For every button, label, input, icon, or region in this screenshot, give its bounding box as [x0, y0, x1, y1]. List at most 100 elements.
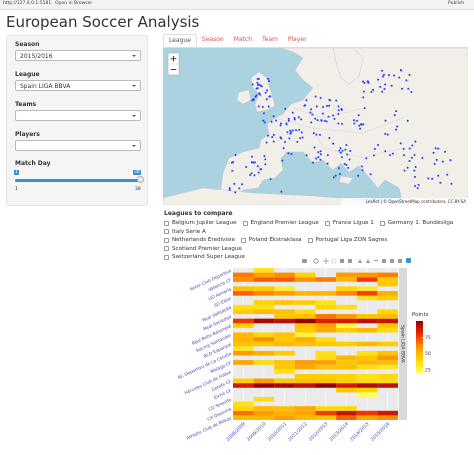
tool-reset-axes[interactable]: [398, 259, 402, 263]
tab[interactable]: Team: [262, 36, 278, 43]
heat-cell: [274, 286, 295, 292]
match-marker: [281, 159, 284, 162]
match-marker: [406, 119, 409, 122]
match-marker: [384, 83, 387, 86]
heat-cell: [253, 337, 275, 342]
tool-select[interactable]: [331, 258, 337, 264]
match-marker: [434, 147, 437, 150]
heat-cell: [274, 291, 295, 296]
players-select[interactable]: [15, 140, 141, 151]
league-checkbox[interactable]: England Premier League: [242, 219, 319, 228]
tab[interactable]: Match: [233, 36, 253, 43]
league-checkbox[interactable]: Italy Serie A: [164, 228, 206, 237]
tool-zoom[interactable]: [313, 258, 319, 264]
heat-cell: [233, 360, 254, 365]
heat-cell: [315, 406, 337, 411]
heat-cell: [274, 332, 295, 338]
league-select[interactable]: Spain LIGA BBVA: [15, 80, 141, 91]
heat-cell: [294, 327, 316, 333]
tab[interactable]: League: [163, 34, 197, 47]
heat-cell: [274, 360, 295, 365]
heat-cell: [274, 406, 295, 411]
heat-cell: [253, 383, 275, 388]
heat-cell: [294, 332, 316, 338]
match-marker: [317, 151, 320, 154]
heat-cell: [274, 337, 295, 342]
open-in-browser[interactable]: Open in Browser: [55, 1, 93, 6]
tool-hover[interactable]: [382, 259, 386, 263]
heat-cell: [336, 341, 357, 347]
tool-compare[interactable]: [390, 259, 394, 263]
match-marker: [266, 89, 269, 92]
tool-zoom-in[interactable]: [340, 259, 344, 263]
slider-track[interactable]: [15, 179, 141, 182]
heat-cell: [274, 314, 295, 319]
match-marker: [280, 190, 283, 193]
zoom-in[interactable]: +: [170, 55, 178, 65]
teams-select[interactable]: [15, 110, 141, 121]
heat-cell: [336, 387, 357, 393]
tool-plotly[interactable]: [406, 258, 411, 263]
heat-cell: [356, 314, 378, 319]
league-checkbox[interactable]: Belgium Jupiler League: [164, 219, 237, 228]
league-checkbox[interactable]: Switzerland Super League: [164, 253, 245, 262]
league-checkbox[interactable]: Portugal Liga ZON Sagres: [307, 236, 387, 245]
tool-autoscale[interactable]: [358, 259, 362, 263]
slider-handle[interactable]: [137, 176, 144, 183]
heat-cell: [315, 327, 337, 333]
match-marker: [228, 187, 231, 190]
match-marker: [414, 184, 417, 187]
league-checkbox[interactable]: Germany 1. Bundesliga: [379, 219, 453, 228]
tab[interactable]: Player: [287, 36, 307, 43]
league-checkbox[interactable]: France Ligue 1: [324, 219, 374, 228]
match-marker: [251, 155, 254, 158]
tool-camera[interactable]: [302, 259, 307, 263]
season-select[interactable]: 2015/2016: [15, 50, 141, 61]
match-marker: [395, 110, 398, 113]
match-marker: [339, 147, 342, 150]
match-marker: [343, 162, 346, 165]
match-marker: [231, 169, 234, 172]
match-marker: [362, 90, 365, 93]
tab[interactable]: Season: [201, 36, 224, 43]
match-marker: [353, 122, 356, 125]
heat-cell: [336, 272, 357, 278]
heat-cell: [233, 277, 254, 282]
heat-cell: [315, 291, 337, 296]
tool-spike[interactable]: [374, 260, 378, 261]
match-marker: [253, 174, 256, 177]
match-marker: [293, 117, 296, 120]
zoom-out[interactable]: −: [170, 66, 178, 76]
map[interactable]: + − Leaflet | © OpenStreetMap contributo…: [163, 48, 468, 205]
match-marker: [337, 122, 340, 125]
league-checkbox[interactable]: Poland Ekstraklasa: [240, 236, 302, 245]
heat-cell: [253, 410, 275, 416]
attribution[interactable]: Leaflet | © OpenStreetMap contributors, …: [366, 199, 467, 204]
match-marker: [327, 115, 330, 118]
match-marker: [407, 87, 410, 90]
match-marker: [290, 152, 293, 155]
tool-zoom-out[interactable]: [348, 259, 352, 263]
publish[interactable]: Publish: [448, 1, 465, 6]
zoom-control: + −: [167, 52, 180, 76]
tool-pan[interactable]: [323, 258, 329, 264]
heat-cell: [377, 281, 398, 287]
heat-cell: [253, 332, 275, 338]
heat-cell: [356, 272, 378, 278]
checkbox: [164, 229, 169, 235]
match-marker: [284, 107, 287, 110]
tool-reset[interactable]: [366, 259, 370, 263]
heat-cell: [294, 291, 316, 296]
match-marker: [446, 173, 449, 176]
x-tick-label: 2012/2013: [308, 421, 330, 443]
match-marker: [326, 162, 329, 165]
league-checkbox[interactable]: Scotland Premier League: [164, 245, 242, 254]
match-marker: [408, 160, 411, 163]
x-tick-label: 2015/2016: [370, 421, 392, 443]
heat-cell: [315, 350, 337, 356]
league-checkbox[interactable]: Netherlands Eredivisie: [164, 236, 235, 245]
match-marker: [421, 156, 424, 159]
heat-cell: [253, 350, 275, 356]
match-marker: [272, 115, 275, 118]
match-marker: [265, 141, 268, 144]
